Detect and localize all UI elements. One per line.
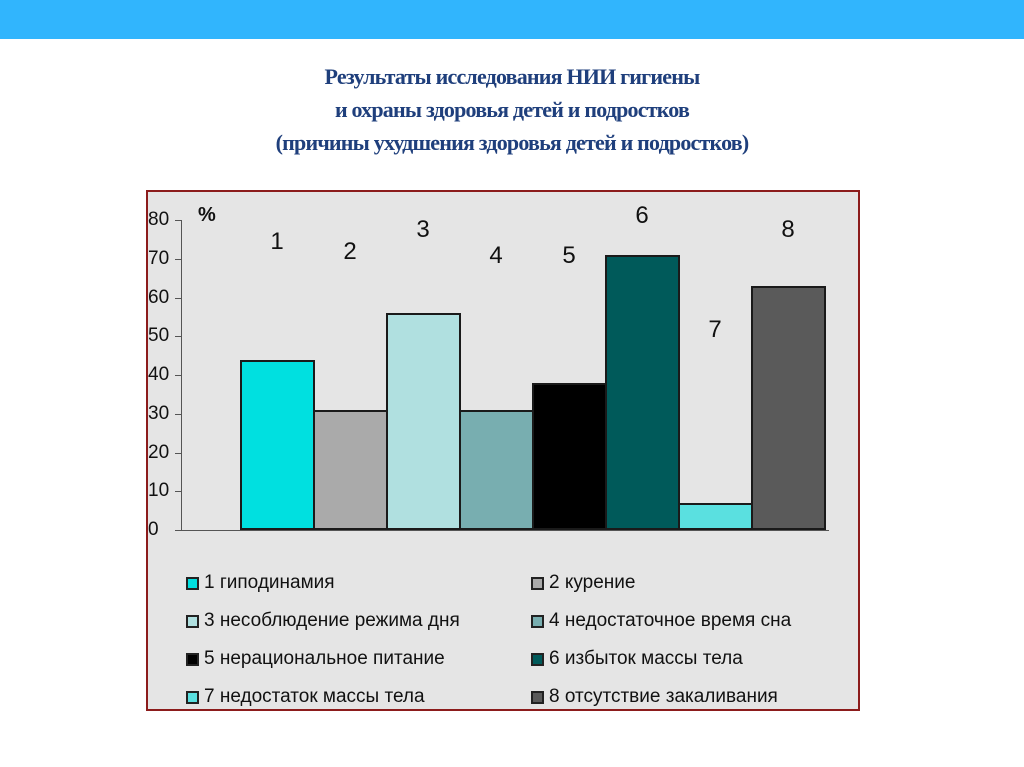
y-tick-label: 50 xyxy=(148,325,170,347)
y-tick-label: 80 xyxy=(148,209,170,230)
y-tick-mark xyxy=(175,491,182,493)
bar-2 xyxy=(313,409,388,530)
y-tick-mark xyxy=(175,297,182,299)
y-tick-label: 40 xyxy=(148,364,170,385)
y-tick-mark xyxy=(175,220,182,221)
legend-label: 7 недостаток массы тела xyxy=(204,686,425,707)
legend-label: 2 курение xyxy=(549,572,636,593)
legend-label: 3 несоблюдение режима дня xyxy=(204,610,460,631)
title-line-3: (причины ухудшения здоровья детей и подр… xyxy=(275,130,750,155)
y-tick-label: 0 xyxy=(148,519,159,540)
y-tick-label: 60 xyxy=(148,286,170,308)
x-axis xyxy=(181,530,829,531)
legend-swatch-icon xyxy=(186,690,199,704)
legend-item: 4 недостаточное время сна xyxy=(531,610,791,632)
legend-swatch-icon xyxy=(186,652,199,666)
y-tick-label: 10 xyxy=(148,480,170,502)
bar-number-label: 3 xyxy=(416,216,430,243)
bar-4 xyxy=(459,409,534,530)
y-tick-label: 70 xyxy=(148,247,170,269)
bar-number-label: 5 xyxy=(562,242,576,269)
y-axis-unit-label: % xyxy=(198,204,216,226)
top-accent-bar xyxy=(0,0,1024,39)
legend-label: 8 отсутствие закаливания xyxy=(549,686,778,707)
legend-item: 5 нерациональное питание xyxy=(186,648,445,670)
legend-label: 5 нерациональное питание xyxy=(204,648,445,669)
bar-number-label: 8 xyxy=(781,216,795,243)
y-tick-mark xyxy=(175,336,182,338)
bar-number-label: 4 xyxy=(489,242,503,269)
legend-swatch-icon xyxy=(531,652,544,666)
legend-swatch-icon xyxy=(531,614,544,628)
y-tick-mark xyxy=(175,258,182,260)
bar-7 xyxy=(678,502,753,530)
legend-swatch-icon xyxy=(186,576,199,590)
bar-1 xyxy=(240,359,315,530)
bar-number-label: 1 xyxy=(270,228,284,255)
y-tick-label: 20 xyxy=(148,441,170,463)
title-line-1: Результаты исследования НИИ гигиены xyxy=(324,64,701,89)
bar-number-label: 7 xyxy=(708,316,722,343)
bar-5 xyxy=(532,382,607,530)
legend-item: 2 курение xyxy=(531,572,635,594)
legend-swatch-icon xyxy=(531,690,544,704)
y-tick-label: 30 xyxy=(148,402,170,424)
slide-title: Результаты исследования НИИ гигиены и ох… xyxy=(0,60,1024,159)
chart-frame: % 0 10 20 30 40 50 60 70 80 1 2 3 4 5 6 7 8 1 гиподинами… xyxy=(146,190,860,711)
y-tick-mark xyxy=(175,375,182,376)
bar-3 xyxy=(386,313,461,530)
y-tick-mark xyxy=(175,530,182,531)
legend-swatch-icon xyxy=(531,576,544,590)
legend-item: 7 недостаток массы тела xyxy=(186,686,425,708)
legend-item: 3 несоблюдение режима дня xyxy=(186,610,460,632)
bar-number-label: 2 xyxy=(343,238,357,265)
legend-item: 6 избыток массы тела xyxy=(531,648,743,670)
bar-8 xyxy=(751,285,826,530)
title-line-2: и охраны здоровья детей и подростков xyxy=(334,97,690,122)
legend-label: 4 недостаточное время сна xyxy=(549,610,792,631)
legend-item: 1 гиподинамия xyxy=(186,572,335,594)
legend-label: 1 гиподинамия xyxy=(204,572,335,593)
y-tick-mark xyxy=(175,413,182,415)
plot-area: % 0 10 20 30 40 50 60 70 80 1 2 3 4 5 6 7 8 xyxy=(148,192,858,709)
legend-label: 6 избыток массы тела xyxy=(549,648,743,669)
y-tick-mark xyxy=(175,452,182,454)
legend-swatch-icon xyxy=(186,614,199,628)
bar-6 xyxy=(605,254,680,530)
bar-number-label: 6 xyxy=(635,202,649,229)
legend-item: 8 отсутствие закаливания xyxy=(531,686,778,708)
